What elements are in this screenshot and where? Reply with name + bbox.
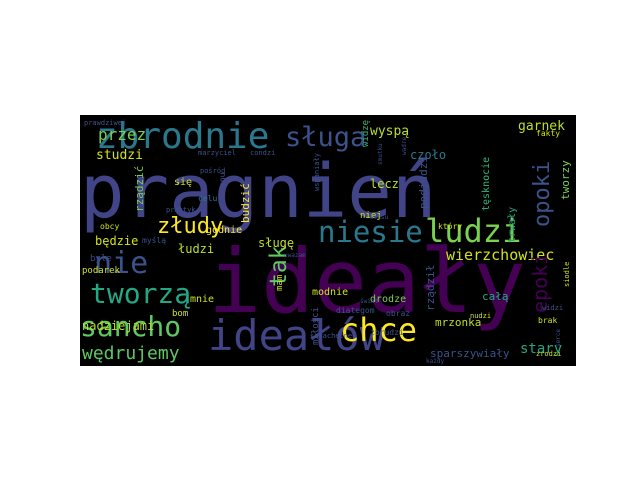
cloud-word: pragnień (80, 149, 437, 235)
cloud-word: praktyk (166, 206, 196, 214)
cloud-word: trwały (507, 206, 518, 243)
cloud-word: diategom (336, 306, 375, 315)
cloud-word: fakty (536, 129, 561, 138)
cloud-word: tworzą (90, 277, 192, 310)
cloud-word: każdy (426, 358, 445, 365)
cloud-word: sługa (285, 122, 367, 153)
cloud-word: obraz (386, 309, 411, 318)
cloud-word: smutku (377, 143, 384, 165)
cloud-word: sancho (80, 310, 182, 343)
cloud-word: opoki (530, 160, 555, 227)
cloud-word: ideały (208, 230, 526, 333)
cloud-word: ludzi (425, 212, 522, 250)
cloud-word: wierzchowiec (446, 246, 555, 264)
cloud-word: lecz (370, 177, 399, 191)
cloud-word: uwazam (284, 252, 306, 259)
cloud-word: zbrodnie (96, 116, 270, 157)
cloud-word: tęsknocie (481, 156, 492, 211)
cloud-word: niej (360, 211, 382, 221)
cloud-word: nudzi (470, 312, 492, 320)
cloud-word: który (438, 222, 463, 231)
cloud-word: sensu (370, 214, 389, 221)
cloud-word: się (174, 177, 193, 188)
cloud-word: niesie (318, 215, 423, 249)
cloud-word: condzi (250, 149, 276, 157)
cloud-word: całą (482, 290, 509, 303)
cloud-word: marzyciel (198, 149, 236, 157)
cloud-word: mnie (190, 294, 215, 305)
cloud-word: pośród (200, 167, 226, 175)
cloud-word: tworzy (559, 160, 572, 200)
cloud-word: bom (172, 309, 189, 319)
cloud-word: garnek (518, 119, 565, 134)
cloud-word: obcy (100, 222, 120, 231)
cloud-word: widzę (361, 119, 371, 147)
cloud-word: wadre (401, 136, 408, 155)
cloud-word: budzić (239, 183, 252, 223)
cloud-word: serce (555, 328, 562, 347)
cloud-word: modnie (312, 287, 349, 298)
cloud-word: nadziejami (82, 319, 155, 333)
cloud-word: mam (275, 274, 285, 291)
cloud-word: wyspą (370, 124, 410, 139)
cloud-word: rządził (424, 264, 437, 311)
cloud-word: wędrujemy (82, 343, 180, 364)
cloud-word: drodze (370, 294, 407, 305)
cloud-word: szlachetne (310, 332, 353, 340)
cloud-word: nie (94, 246, 149, 281)
cloud-word: chce (340, 311, 418, 349)
cloud-word: zrodzi (536, 350, 562, 358)
cloud-word: studzi (96, 148, 143, 163)
cloud-word: złudy (157, 214, 224, 239)
cloud-word: myślą (142, 236, 167, 245)
cloud-word: siodle (563, 261, 571, 287)
cloud-word: prawdziwej (84, 119, 127, 127)
cloud-word: podjudzi (417, 156, 430, 209)
cloud-word: rządzić (133, 165, 146, 212)
cloud-word: ideałów (208, 311, 386, 360)
cloud-word: świat (360, 298, 379, 305)
cloud-word: godnie (206, 225, 243, 236)
cloud-word: celu (198, 194, 218, 203)
cloud-word: czoło (410, 148, 447, 162)
cloud-word: sparszywiały (430, 347, 510, 360)
cloud-word: przez (98, 125, 147, 144)
cloud-word: brak (538, 316, 558, 325)
cloud-word: stary (520, 341, 563, 357)
cloud-word: wspaniały (313, 153, 321, 191)
cloud-word: podarek (82, 266, 120, 276)
cloud-word: sługę (258, 236, 295, 250)
cloud-word: byle (90, 254, 112, 264)
word-cloud: pragnień ideały zbrodnie sługa niesie lu… (80, 115, 576, 366)
cloud-word: widzi (542, 304, 564, 312)
cloud-word: mrzonka (435, 316, 482, 329)
cloud-word: łudzi (178, 242, 215, 256)
cloud-word: zbrudzi (370, 328, 404, 337)
cloud-word: będzie (95, 234, 139, 248)
